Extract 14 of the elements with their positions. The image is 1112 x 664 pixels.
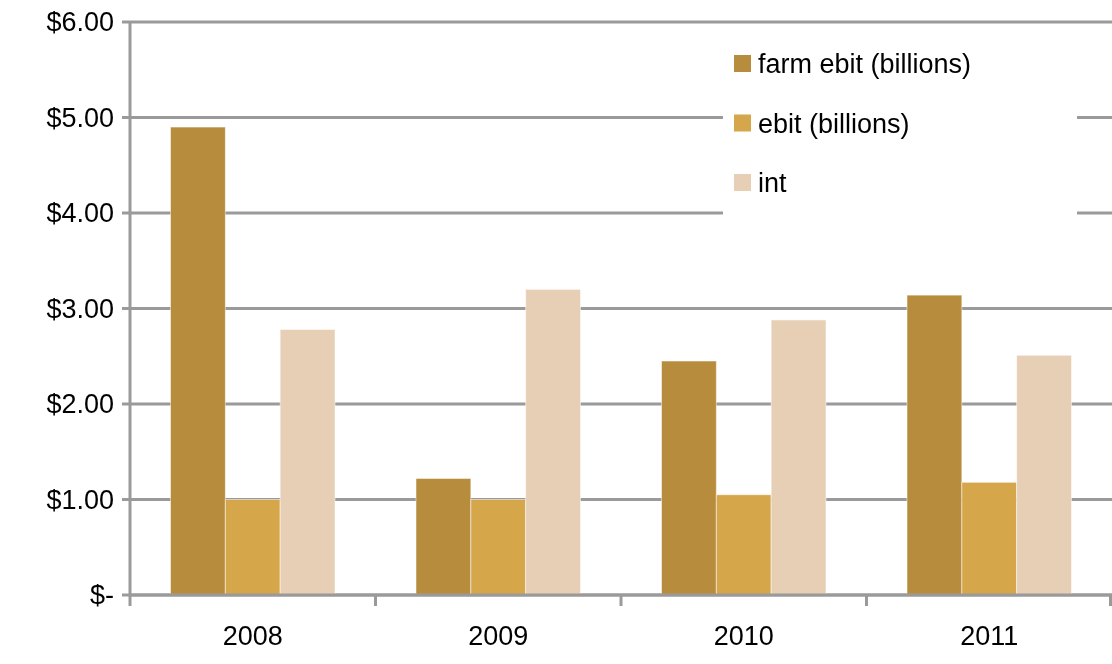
y-tick-label: $4.00 <box>46 198 114 229</box>
x-tick-label: 2008 <box>222 621 283 651</box>
x-tick-label: 2011 <box>960 621 1019 651</box>
legend-label: farm ebit (billions) <box>758 49 972 80</box>
y-tick-label: $5.00 <box>46 102 114 133</box>
y-tick-label: $3.00 <box>46 293 114 324</box>
y-tick-label: $- <box>89 580 114 611</box>
y-tick-label: $2.00 <box>46 389 114 420</box>
x-tick-label: 2009 <box>468 621 529 651</box>
legend-label: int <box>758 168 788 199</box>
x-tick-label: 2010 <box>713 621 774 651</box>
y-tick-label: $1.00 <box>46 484 114 515</box>
y-tick-label: $6.00 <box>46 7 114 38</box>
legend-label: ebit (billions) <box>758 108 910 139</box>
